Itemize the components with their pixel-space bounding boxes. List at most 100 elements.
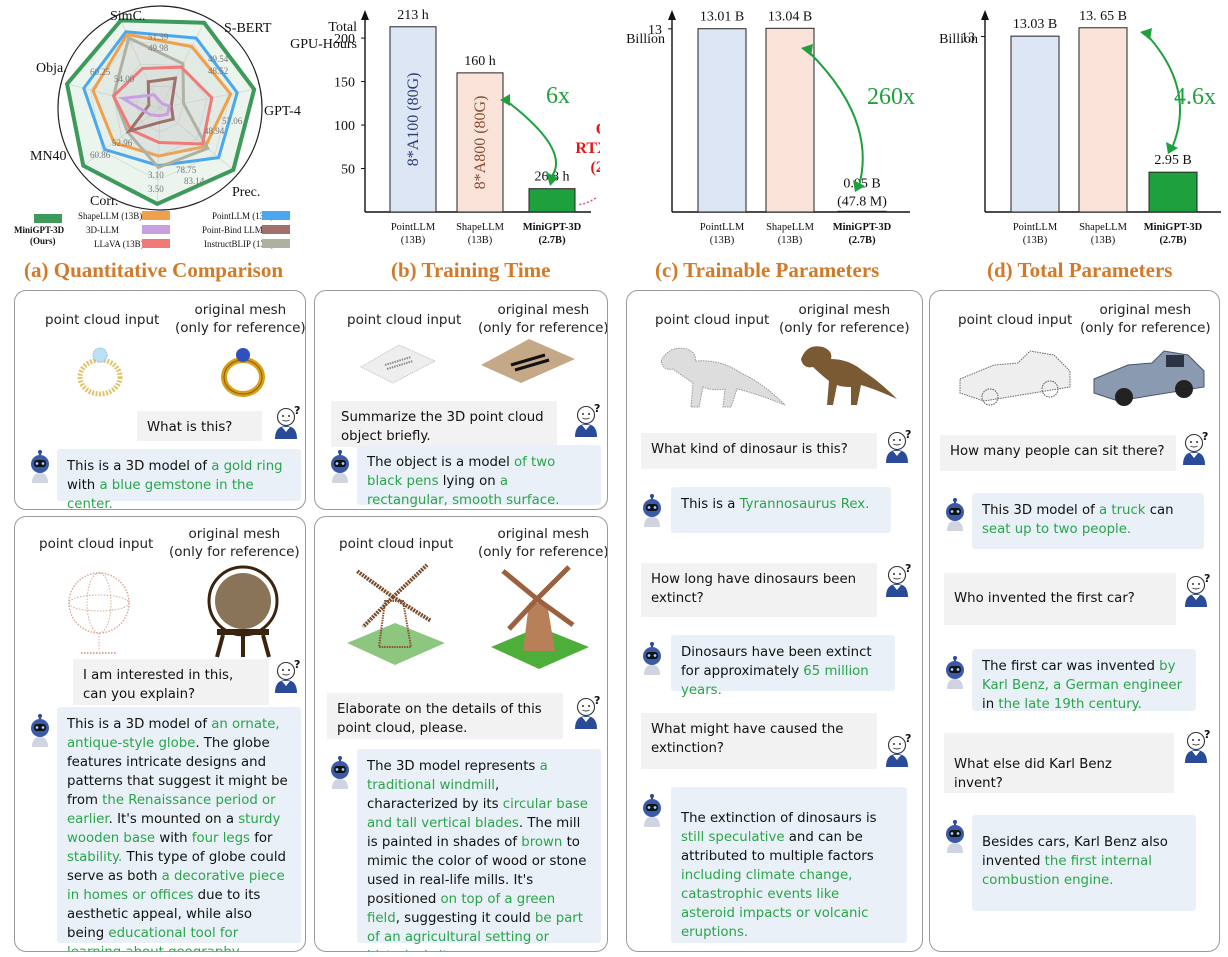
- gpu-annotation: (24G): [590, 159, 600, 176]
- bar-0: [1010, 35, 1060, 213]
- radar-value-label: 54.00: [114, 74, 135, 84]
- answer-text: The extinction of dinosaurs is: [681, 811, 877, 826]
- answer-highlight: a blue gemstone in the center.: [67, 478, 254, 510]
- mesh-label-line2: (only for reference): [1080, 320, 1211, 336]
- panel-globe: point cloud input original mesh (only for…: [14, 516, 306, 952]
- category-label: (13B): [1091, 235, 1116, 246]
- answer-text: , characterized by its: [367, 778, 503, 812]
- category-label: MiniGPT-3D: [1144, 222, 1203, 233]
- answer-highlight: including climate change, catastrophic e…: [681, 868, 869, 940]
- user-icon: [881, 563, 913, 597]
- category-label: (13B): [468, 235, 493, 246]
- answer-highlight: a decorative piece in homes or offices: [67, 869, 285, 903]
- category-label: ShapeLLM: [1079, 222, 1127, 233]
- radar-chart: SimC. S-BERT GPT-4 Prec. Corr. MN40 Obja. 51.39…: [14, 5, 301, 249]
- answer-highlight: a truck: [1099, 503, 1146, 518]
- radar-value-label: 78.75: [176, 165, 197, 175]
- radar-value-label: 60.25: [90, 67, 111, 77]
- legend-swatch: [34, 214, 62, 223]
- bar-1: [456, 72, 504, 213]
- answer-bubble: This is a 3D model of a gold ring with a…: [57, 449, 301, 509]
- pc-label: point cloud input: [45, 312, 160, 328]
- question-bubble-3: What might have caused the extinction?: [641, 713, 877, 769]
- bar-value-label: (47.8 M): [837, 194, 887, 209]
- user-icon: [570, 695, 602, 729]
- mesh-label: original mesh (only for reference): [169, 525, 300, 561]
- caption-b: (b) Training Time: [391, 258, 551, 282]
- answer-highlight: the first internal combustion engine.: [982, 854, 1152, 888]
- y-tick-label: 200: [334, 32, 355, 47]
- legend-label: MiniGPT-3D: [14, 225, 65, 235]
- category-label: MiniGPT-3D: [833, 222, 892, 233]
- question-bubble: What is this?: [137, 411, 262, 441]
- answer-text: The first car was invented: [982, 659, 1160, 674]
- user-icon: [1180, 573, 1212, 607]
- answer-highlight: an ornate, antique-style globe: [67, 717, 280, 751]
- answer-bubble: The object is a model of two black pens …: [357, 445, 601, 508]
- question-bubble: Summarize the 3D point cloud object brie…: [331, 401, 557, 447]
- radar-value-label: 52.96: [112, 138, 133, 148]
- category-label: (2.7B): [538, 235, 566, 246]
- speedup-arrow: [507, 101, 557, 177]
- radar-axis-label: GPT-4: [264, 104, 301, 119]
- answer-bubble: This is a 3D model of an ornate, antique…: [57, 707, 301, 951]
- radar-value-label: 3.10: [148, 170, 164, 180]
- user-icon: [1180, 729, 1212, 763]
- truck-mesh-image: [1093, 350, 1205, 406]
- answer-text: The 3D model represents: [367, 759, 540, 774]
- user-icon: [881, 733, 913, 767]
- radar-axis-label: Obja.: [36, 61, 67, 76]
- caption-d: (d) Total Parameters: [987, 258, 1173, 282]
- answer-highlight: of two black pens: [367, 455, 556, 489]
- mesh-label-line1: original mesh: [194, 302, 287, 318]
- pc-label: point cloud input: [958, 312, 1073, 328]
- y-tick-label: 50: [341, 163, 355, 178]
- answer-highlight: sturdy wooden base: [67, 812, 281, 846]
- user-icon: [1178, 431, 1210, 465]
- arrow-head: [1140, 28, 1152, 40]
- question-bubble-2: How long have dinosaurs been extinct?: [641, 563, 877, 617]
- legend-swatch: [262, 239, 290, 248]
- mesh-label-line1: original mesh: [497, 526, 590, 542]
- bot-icon: [327, 755, 353, 789]
- user-icon: [270, 405, 302, 439]
- bar-inner-label: 8*A800 (80G): [472, 96, 489, 190]
- category-label: (2.7B): [848, 235, 876, 246]
- bot-icon: [639, 493, 665, 527]
- globe-pointcloud-image: [68, 572, 130, 654]
- y-axis-label: GPU-Hours: [290, 37, 357, 52]
- bar-value-label: 13. 65 B: [1079, 9, 1127, 24]
- category-label: (13B): [401, 235, 426, 246]
- globe-mesh-image: [207, 565, 279, 658]
- question-bubble-1: How many people can sit there?: [940, 435, 1176, 471]
- category-label: ShapeLLM: [766, 222, 814, 233]
- answer-text: with: [155, 831, 192, 846]
- question-bubble: I am interested in this, can you explain…: [73, 659, 269, 705]
- answer-text: to mimic the color of wood or stone used…: [367, 835, 587, 907]
- answer-text: This type of globe could serve as both: [67, 850, 286, 884]
- bar-value-label: 13.04 B: [768, 9, 812, 24]
- bar-value-label: 13.01 B: [700, 10, 744, 25]
- answer-highlight: Tyrannosaurus Rex.: [739, 497, 870, 512]
- user-icon: [270, 659, 302, 693]
- answer-bubble-3: The extinction of dinosaurs is still spe…: [671, 787, 907, 943]
- speedup-label: 6x: [546, 83, 570, 109]
- radar-grid-ring: [89, 41, 232, 181]
- arrow-head: [801, 44, 813, 56]
- answer-text: This is a 3D model of: [67, 459, 212, 474]
- answer-text: This is a 3D model of: [67, 717, 212, 732]
- radar-value-label: 83.14: [184, 176, 205, 186]
- arrow-head: [546, 172, 558, 186]
- mesh-label-line1: original mesh: [188, 526, 281, 542]
- speedup-label: 4.6x: [1174, 84, 1216, 110]
- panel-pens: point cloud input original mesh (only for…: [314, 290, 608, 510]
- answer-text: with: [67, 478, 100, 493]
- y-tick-label: 150: [334, 76, 355, 91]
- category-label: ShapeLLM: [456, 222, 504, 233]
- answer-text: This is a: [681, 497, 740, 512]
- category-label: (13B): [778, 235, 803, 246]
- bar-0: [389, 26, 437, 213]
- question-bubble-2: Who invented the first car?: [944, 573, 1176, 625]
- radar-value-label: 51.39: [148, 32, 169, 42]
- mesh-label-line1: original mesh: [798, 302, 891, 318]
